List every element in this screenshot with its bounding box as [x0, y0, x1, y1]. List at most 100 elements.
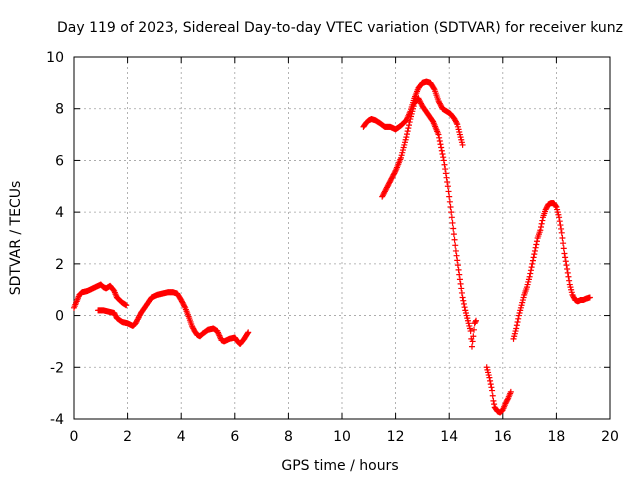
- x-tick-label: 16: [494, 429, 512, 445]
- data-point: [457, 280, 464, 287]
- data-point: [444, 183, 451, 190]
- data-point: [515, 315, 522, 322]
- data-point: [459, 294, 466, 301]
- data-point: [446, 198, 453, 205]
- data-point: [404, 128, 411, 135]
- x-tick-label: 4: [177, 429, 186, 445]
- y-tick-label: 0: [55, 309, 64, 325]
- series-arc-b: [95, 289, 252, 348]
- data-point: [406, 122, 412, 129]
- x-tick-label: 14: [440, 429, 458, 445]
- data-point: [559, 235, 566, 241]
- data-point: [469, 338, 476, 345]
- x-axis-label: GPS time / hours: [281, 458, 398, 474]
- data-point: [458, 289, 465, 296]
- y-tick-label: 4: [55, 205, 64, 221]
- y-tick-label: -2: [50, 360, 64, 376]
- series-arc-f: [510, 200, 593, 342]
- data-point: [472, 319, 479, 326]
- data-point: [560, 240, 567, 247]
- data-point: [452, 242, 459, 249]
- data-point: [507, 388, 514, 395]
- data-point: [529, 260, 536, 267]
- data-point: [458, 285, 465, 292]
- data-point: [454, 262, 461, 269]
- data-point: [473, 317, 479, 324]
- data-point: [453, 252, 460, 259]
- data-point: [487, 381, 494, 388]
- data-point: [442, 170, 449, 177]
- data-point: [526, 273, 533, 280]
- data-point: [562, 258, 569, 265]
- data-point: [460, 297, 467, 304]
- data-point: [445, 188, 452, 195]
- data-point: [562, 254, 569, 261]
- data-point: [245, 329, 252, 336]
- data-point: [513, 322, 520, 329]
- data-point: [552, 203, 559, 210]
- data-point: [564, 266, 571, 273]
- data-point: [504, 396, 511, 403]
- data-point: [565, 273, 572, 280]
- data-point: [560, 245, 567, 252]
- data-point: [403, 134, 410, 141]
- data-point: [447, 203, 454, 210]
- y-tick-label: 6: [55, 153, 64, 169]
- x-tick-label: 12: [387, 429, 405, 445]
- grid-lines: [74, 57, 610, 419]
- data-point: [436, 134, 443, 141]
- x-tick-label: 2: [123, 429, 132, 445]
- axis-ticks: 0 2 4 6 8 10 12 14 16 18 20 -4 -2 0 2 4 6 8 10: [46, 50, 619, 445]
- y-tick-label: 8: [55, 102, 64, 118]
- data-point: [446, 193, 453, 200]
- data-point: [391, 169, 398, 176]
- data-point: [438, 144, 445, 151]
- data-point: [488, 384, 495, 391]
- data-point: [450, 225, 457, 232]
- data-point: [564, 269, 571, 276]
- data-point: [538, 220, 545, 227]
- data-point: [435, 131, 442, 138]
- data-point: [470, 333, 477, 340]
- data-point: [460, 300, 467, 307]
- data-point: [566, 277, 573, 284]
- x-tick-label: 20: [601, 429, 619, 445]
- data-point: [529, 257, 536, 264]
- series-arc-a: [71, 281, 130, 311]
- data-point: [468, 343, 475, 350]
- data-point: [439, 150, 446, 157]
- data-point: [537, 224, 544, 231]
- data-point: [448, 209, 455, 216]
- data-point: [489, 387, 496, 394]
- data-point: [586, 294, 593, 301]
- data-point: [532, 244, 539, 251]
- data-point: [181, 303, 188, 310]
- data-point: [405, 125, 412, 132]
- data-point: [444, 178, 451, 185]
- data-point: [437, 141, 444, 148]
- x-tick-label: 6: [230, 429, 239, 445]
- data-points: [71, 78, 593, 416]
- data-point: [436, 138, 443, 145]
- data-point: [452, 247, 459, 254]
- data-point: [513, 325, 520, 332]
- data-point: [461, 304, 468, 311]
- data-point: [440, 157, 447, 164]
- data-point: [123, 302, 130, 309]
- data-point: [449, 219, 456, 226]
- data-point: [456, 271, 463, 278]
- data-point: [467, 328, 474, 335]
- chart-title: Day 119 of 2023, Sidereal Day-to-day VTE…: [57, 20, 623, 36]
- data-point: [556, 214, 563, 221]
- data-point: [491, 401, 498, 408]
- data-point: [438, 147, 445, 154]
- data-point: [456, 276, 463, 283]
- data-point: [455, 266, 462, 273]
- data-point: [557, 222, 564, 229]
- data-point: [531, 251, 538, 258]
- data-point: [470, 326, 477, 333]
- data-point: [533, 241, 540, 248]
- data-point: [430, 85, 437, 92]
- data-point: [533, 238, 540, 245]
